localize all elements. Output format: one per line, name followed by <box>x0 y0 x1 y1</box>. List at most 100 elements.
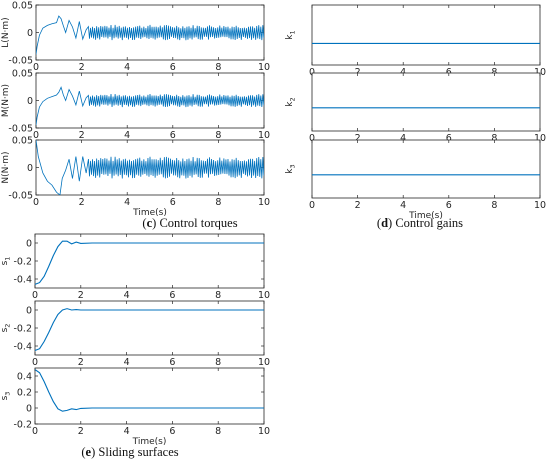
x-tick-label: 8 <box>491 133 497 144</box>
y-axis-label: N(N·m) <box>1 151 11 183</box>
y-axis-label: s3 <box>0 392 12 401</box>
x-tick-label: 10 <box>534 133 546 144</box>
x-tick-label: 8 <box>215 290 221 301</box>
y-tick-label: 0 <box>27 96 33 107</box>
x-tick-label: 6 <box>446 67 452 78</box>
x-tick-label: 6 <box>170 197 176 208</box>
x-tick-label: 6 <box>170 130 176 141</box>
x-tick-label: 8 <box>215 357 221 368</box>
y-tick-label: -0.05 <box>8 190 33 201</box>
series-line-M <box>36 86 264 126</box>
x-tick-label: 0 <box>33 130 39 141</box>
x-axis-label: Time(s) <box>132 437 167 447</box>
x-tick-label: 0 <box>33 62 39 73</box>
series-line-s2 <box>35 308 264 352</box>
x-tick-label: 4 <box>124 426 130 437</box>
y-tick-label: 0 <box>26 238 32 249</box>
subplot-k2: 0 2 4 6 8 10 k2 <box>285 72 546 144</box>
y-tick-label: 0.2 <box>17 387 32 398</box>
x-tick-label: 4 <box>400 200 406 211</box>
series-line-L <box>36 15 264 55</box>
y-tick-label: 0 <box>26 403 32 414</box>
y-tick-label: 0 <box>26 305 32 316</box>
x-tick-label: 8 <box>215 426 221 437</box>
series-line-s1 <box>35 240 264 285</box>
caption-e: (e) Sliding surfaces <box>81 445 178 459</box>
x-tick-label: 4 <box>400 67 406 78</box>
y-tick-label: -0.4 <box>13 341 32 352</box>
x-tick-label: 6 <box>170 62 176 73</box>
y-tick-label: -0.05 <box>8 55 33 66</box>
x-tick-label: 10 <box>258 62 270 73</box>
y-axis-label: k1 <box>285 30 297 39</box>
x-tick-label: 2 <box>79 130 85 141</box>
x-tick-label: 2 <box>355 133 361 144</box>
x-tick-label: 0 <box>32 357 38 368</box>
x-tick-label: 0 <box>33 197 39 208</box>
axes-frame <box>34 367 265 425</box>
subplot-k1: 0 2 4 6 8 10 k1 <box>285 4 546 78</box>
x-tick-label: 2 <box>79 197 85 208</box>
x-tick-label: 2 <box>355 67 361 78</box>
series-line-N <box>36 140 264 195</box>
x-tick-label: 8 <box>491 67 497 78</box>
y-tick-label: 0 <box>27 28 33 39</box>
x-tick-label: 10 <box>258 426 270 437</box>
x-tick-label: 0 <box>32 290 38 301</box>
y-tick-label: 0.4 <box>17 371 32 382</box>
x-tick-label: 10 <box>534 67 546 78</box>
x-tick-label: 2 <box>355 200 361 211</box>
x-tick-label: 10 <box>534 200 546 211</box>
x-tick-label: 6 <box>169 357 175 368</box>
x-tick-label: 2 <box>78 290 84 301</box>
x-tick-label: 0 <box>309 133 315 144</box>
y-tick-label: 0 <box>27 163 33 174</box>
axes-frame <box>311 4 541 66</box>
x-tick-label: 10 <box>258 197 270 208</box>
y-axis-label: s2 <box>0 324 12 333</box>
x-tick-label: 10 <box>258 290 270 301</box>
y-axis-label: L(N·m) <box>1 17 11 47</box>
x-tick-label: 10 <box>258 357 270 368</box>
series-line-s3 <box>35 369 264 412</box>
y-tick-label: -0.4 <box>13 274 32 285</box>
x-tick-label: 8 <box>215 130 221 141</box>
x-tick-label: 6 <box>169 426 175 437</box>
x-tick-label: 4 <box>124 290 130 301</box>
y-axis-label: k3 <box>285 164 297 173</box>
x-tick-label: 8 <box>215 62 221 73</box>
x-tick-label: 2 <box>78 426 84 437</box>
x-tick-label: 4 <box>124 197 130 208</box>
y-axis-label: s1 <box>0 257 12 266</box>
x-tick-label: 8 <box>491 200 497 211</box>
x-tick-label: 2 <box>78 357 84 368</box>
caption-c: (c) Control torques <box>142 216 237 230</box>
x-tick-label: 0 <box>32 426 38 437</box>
y-tick-label: 0.05 <box>12 0 33 11</box>
y-axis-label: M(N·m) <box>1 84 11 117</box>
x-axis-label: Time(s) <box>132 208 167 218</box>
y-tick-label: 0.05 <box>12 68 33 79</box>
axes-frame <box>311 139 541 199</box>
x-tick-label: 4 <box>124 62 130 73</box>
subplot-s2: 0 2 4 6 8 10 -0.4 -0.2 0 s2 <box>0 300 270 368</box>
y-axis-label: k2 <box>285 97 297 106</box>
x-tick-label: 4 <box>400 133 406 144</box>
x-tick-label: 4 <box>124 130 130 141</box>
x-axis-label: Time(s) <box>408 211 443 221</box>
x-tick-label: 4 <box>124 357 130 368</box>
y-tick-label: 0.05 <box>12 135 33 146</box>
x-tick-label: 6 <box>169 290 175 301</box>
y-tick-label: -0.2 <box>13 419 32 430</box>
y-tick-label: -0.2 <box>13 256 32 267</box>
subplot-s1: 0 2 4 6 8 10 -0.4 -0.2 0 s1 <box>0 233 270 301</box>
x-tick-label: 10 <box>258 130 270 141</box>
x-tick-label: 0 <box>309 200 315 211</box>
x-tick-label: 6 <box>446 200 452 211</box>
y-tick-label: -0.2 <box>13 323 32 334</box>
x-tick-label: 8 <box>215 197 221 208</box>
